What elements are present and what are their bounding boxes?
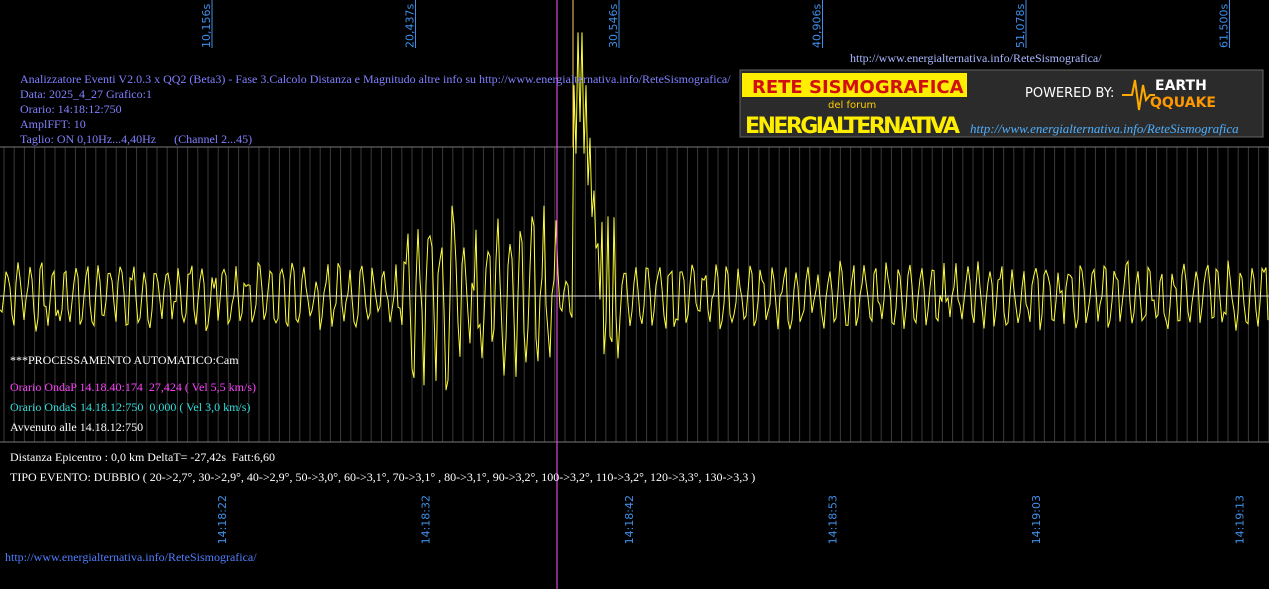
logo-name: ENERGIALTERNATIVA — [745, 114, 960, 139]
bottom-time-label: 14:18:22 — [216, 495, 229, 544]
header-line: Data: 2025_4_27 Grafico:1 — [20, 87, 152, 101]
logo-subtitle: del forum — [828, 100, 876, 111]
top-time-label: 30,546s — [607, 4, 620, 48]
time-labels: 10,156s 20,437s 30,546s 40,906s 51,078s 61,50… — [200, 0, 1247, 544]
logo-powered: POWERED BY: — [1025, 86, 1114, 101]
bottom-time-label: 14:18:32 — [420, 495, 433, 544]
top-time-label: 61,500s — [1218, 4, 1231, 48]
onda-s: Orario OndaS 14.18.12:750 0,000 ( Vel 3,… — [10, 400, 250, 414]
logo-icon — [1122, 79, 1155, 111]
top-time-label: 10,156s — [200, 4, 213, 48]
top-time-label: 51,078s — [1014, 4, 1027, 48]
bottom-time-label: 14:18:42 — [623, 495, 636, 544]
logo-link[interactable]: http://www.energialternativa.info/ReteSi… — [970, 121, 1239, 136]
url: http://www.energialternativa.info/ReteSi… — [850, 51, 1102, 65]
distanza: Distanza Epicentro : 0,0 km DeltaT= -27,… — [10, 450, 275, 464]
logo-banner — [742, 73, 967, 97]
header-line: Taglio: ON 0,10Hz...4,40Hz (Channel 2...… — [20, 132, 252, 146]
url[interactable]: http://www.energialternativa.info/ReteSi… — [5, 550, 257, 564]
top-time-label: 20,437s — [404, 4, 417, 48]
onda-p: Orario OndaP 14.18.40:174 27,424 ( Vel 5… — [10, 380, 256, 394]
header-line: AmplFFT: 10 — [20, 117, 86, 131]
tipo-evento: TIPO EVENTO: DUBBIO ( 20->2,7°, 30->2,9°… — [10, 470, 755, 484]
bottom-time-label: 14:19:13 — [1234, 495, 1247, 544]
top-time-label: 40,906s — [811, 4, 824, 48]
avvenuto: Avvenuto alle 14.18.12:750 — [10, 420, 143, 434]
bottom-time-label: 14:18:53 — [827, 495, 840, 544]
logo: RETE SISMOGRAFICA del forum ENERGIALTERN… — [739, 69, 1264, 139]
logo-title: RETE SISMOGRAFICA — [752, 77, 964, 98]
header-line: Orario: 14:18:12:750 — [20, 102, 122, 116]
processing: ***PROCESSAMENTO AUTOMATICO:Cam — [10, 353, 239, 367]
logo-brand: QQUAKE — [1150, 95, 1216, 111]
header-line: Analizzatore Eventi V2.0.3 x QQ2 (Beta3)… — [20, 72, 731, 86]
waveform — [0, 32, 1269, 391]
bottom-time-label: 14:19:03 — [1030, 495, 1043, 544]
logo-brand: EARTH — [1155, 78, 1207, 94]
